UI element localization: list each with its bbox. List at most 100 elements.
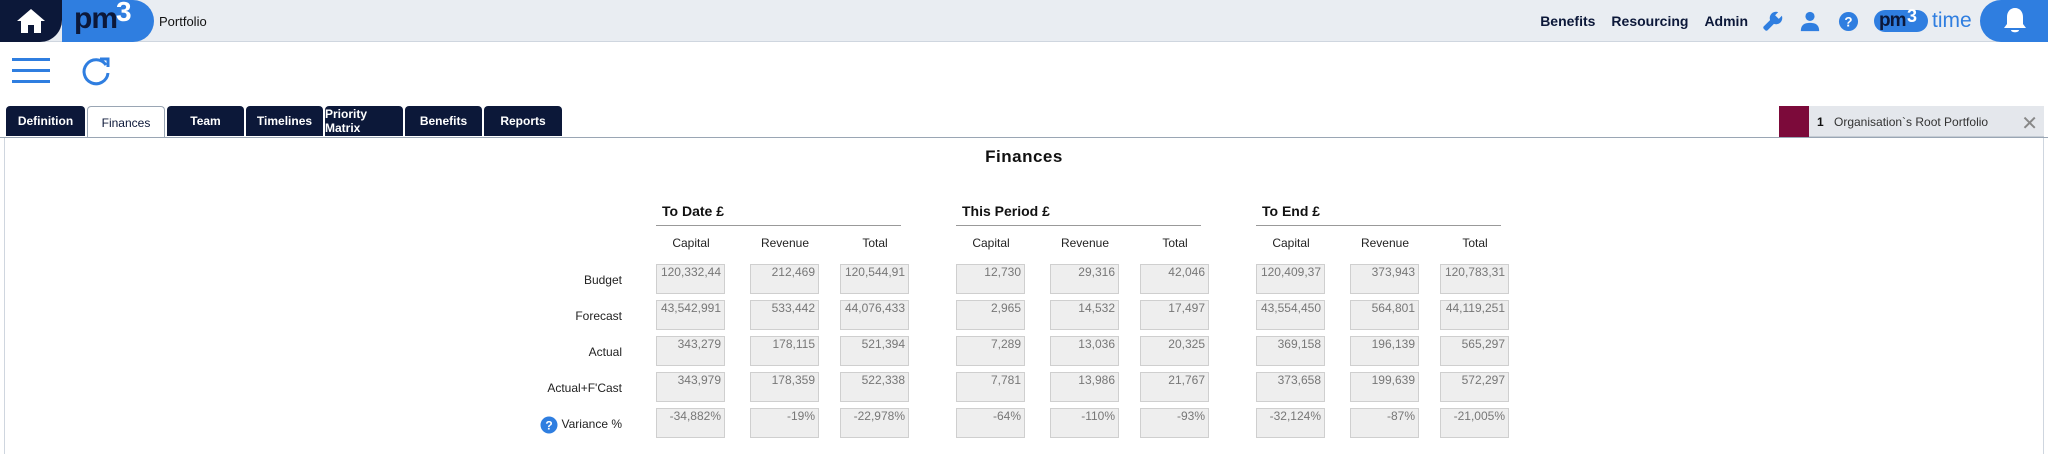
- value-field[interactable]: -93%: [1140, 408, 1209, 438]
- logo-text: pm: [74, 2, 118, 35]
- group-header: To End £: [1256, 203, 1501, 226]
- group-header-label: To Date £: [662, 203, 724, 219]
- column-header: Total: [1462, 236, 1488, 250]
- bell-icon: [2004, 8, 2026, 33]
- pm3-time-suffix: time: [1932, 9, 1972, 32]
- value-field[interactable]: 533,442: [750, 300, 819, 330]
- home-button[interactable]: [0, 0, 62, 42]
- column-header: Revenue: [1060, 236, 1110, 250]
- app-title: Portfolio: [159, 14, 207, 29]
- pm3-time-num: 3: [1907, 6, 1918, 26]
- column-header: Revenue: [1360, 236, 1410, 250]
- column-header: Capital: [972, 236, 1010, 250]
- variance-help-icon[interactable]: ?: [540, 416, 558, 434]
- value-field[interactable]: 43,542,991: [656, 300, 725, 330]
- tab-team[interactable]: Team: [167, 106, 244, 136]
- value-field[interactable]: 343,979: [656, 372, 725, 402]
- nav-link-resourcing[interactable]: Resourcing: [1611, 13, 1689, 29]
- portfolio-name: Organisation`s Root Portfolio: [1834, 115, 1989, 129]
- portfolio-color-swatch: [1779, 106, 1809, 137]
- value-field[interactable]: 2,965: [956, 300, 1025, 330]
- value-field[interactable]: 21,767: [1140, 372, 1209, 402]
- value-field[interactable]: 199,639: [1350, 372, 1419, 402]
- tab-reports[interactable]: Reports: [484, 106, 562, 136]
- value-field[interactable]: 373,943: [1350, 264, 1419, 294]
- row-label: Actual+F'Cast: [547, 381, 622, 395]
- page-border-left: [4, 138, 5, 454]
- tab-divider: [0, 137, 2048, 138]
- value-field[interactable]: -110%: [1050, 408, 1119, 438]
- row-label: Budget: [583, 273, 622, 287]
- portfolio-number: 1: [1817, 115, 1824, 129]
- value-field[interactable]: -32,124%: [1256, 408, 1325, 438]
- value-field[interactable]: 196,139: [1350, 336, 1419, 366]
- value-field[interactable]: 521,394: [840, 336, 909, 366]
- value-field[interactable]: 20,325: [1140, 336, 1209, 366]
- group-header: This Period £: [956, 203, 1201, 226]
- value-field[interactable]: 343,279: [656, 336, 725, 366]
- tab-timelines[interactable]: Timelines: [246, 106, 323, 136]
- value-field[interactable]: 373,658: [1256, 372, 1325, 402]
- page-border-right: [2043, 138, 2044, 454]
- value-field[interactable]: -87%: [1350, 408, 1419, 438]
- group-header-label: This Period £: [962, 203, 1050, 219]
- refresh-icon[interactable]: [80, 56, 112, 88]
- group-header: To Date £: [656, 203, 901, 226]
- pm3-time-prefix: pm: [1879, 10, 1906, 31]
- user-icon[interactable]: [1799, 10, 1821, 32]
- pm3-time-pill: [1874, 10, 1928, 32]
- tab-priority-matrix[interactable]: Priority Matrix: [325, 106, 403, 136]
- pm3-time-logo[interactable]: pm 3 time: [1874, 6, 1979, 34]
- svg-text:?: ?: [545, 419, 552, 433]
- nav-link-admin[interactable]: Admin: [1704, 13, 1748, 29]
- value-field[interactable]: 13,036: [1050, 336, 1119, 366]
- tab-bar: Definition Finances Team Timelines Prior…: [6, 106, 562, 138]
- value-field[interactable]: 212,469: [750, 264, 819, 294]
- value-field[interactable]: 522,338: [840, 372, 909, 402]
- value-field[interactable]: 14,532: [1050, 300, 1119, 330]
- value-field[interactable]: 178,115: [750, 336, 819, 366]
- value-field[interactable]: 29,316: [1050, 264, 1119, 294]
- tab-benefits[interactable]: Benefits: [405, 106, 482, 136]
- value-field[interactable]: -34,882%: [656, 408, 725, 438]
- pm3-logo[interactable]: pm 3: [62, 0, 154, 42]
- value-field[interactable]: 120,783,31: [1440, 264, 1509, 294]
- value-field[interactable]: 178,359: [750, 372, 819, 402]
- value-field[interactable]: -19%: [750, 408, 819, 438]
- column-header: Revenue: [760, 236, 810, 250]
- value-field[interactable]: 17,497: [1140, 300, 1209, 330]
- nav-link-benefits[interactable]: Benefits: [1540, 13, 1596, 29]
- value-field[interactable]: 44,119,251: [1440, 300, 1509, 330]
- row-label: Forecast: [575, 309, 622, 323]
- hamburger-menu-icon[interactable]: [12, 56, 50, 86]
- value-field[interactable]: 120,409,37: [1256, 264, 1325, 294]
- value-field[interactable]: 44,076,433: [840, 300, 909, 330]
- top-nav: Benefits Resourcing Admin: [1540, 13, 1748, 29]
- close-icon[interactable]: ✕: [2021, 111, 2038, 135]
- value-field[interactable]: 13,986: [1050, 372, 1119, 402]
- column-header: Capital: [672, 236, 710, 250]
- tab-finances[interactable]: Finances: [87, 106, 165, 138]
- value-field[interactable]: -64%: [956, 408, 1025, 438]
- value-field[interactable]: 120,332,44: [656, 264, 725, 294]
- value-field[interactable]: 572,297: [1440, 372, 1509, 402]
- tab-definition[interactable]: Definition: [6, 106, 85, 136]
- value-field[interactable]: -21,005%: [1440, 408, 1509, 438]
- help-icon[interactable]: ?: [1838, 11, 1859, 32]
- wrench-icon[interactable]: [1762, 10, 1784, 32]
- value-field[interactable]: 7,289: [956, 336, 1025, 366]
- value-field[interactable]: 12,730: [956, 264, 1025, 294]
- home-icon: [17, 9, 45, 33]
- notifications-button[interactable]: [1980, 0, 2048, 42]
- row-label: Actual: [588, 345, 622, 359]
- value-field[interactable]: 42,046: [1140, 264, 1209, 294]
- value-field[interactable]: 369,158: [1256, 336, 1325, 366]
- value-field[interactable]: -22,978%: [840, 408, 909, 438]
- value-field[interactable]: 43,554,450: [1256, 300, 1325, 330]
- value-field[interactable]: 565,297: [1440, 336, 1509, 366]
- portfolio-selector[interactable]: 1 Organisation`s Root Portfolio ✕: [1779, 106, 2044, 137]
- value-field[interactable]: 564,801: [1350, 300, 1419, 330]
- value-field[interactable]: 7,781: [956, 372, 1025, 402]
- column-header: Total: [862, 236, 888, 250]
- value-field[interactable]: 120,544,91: [840, 264, 909, 294]
